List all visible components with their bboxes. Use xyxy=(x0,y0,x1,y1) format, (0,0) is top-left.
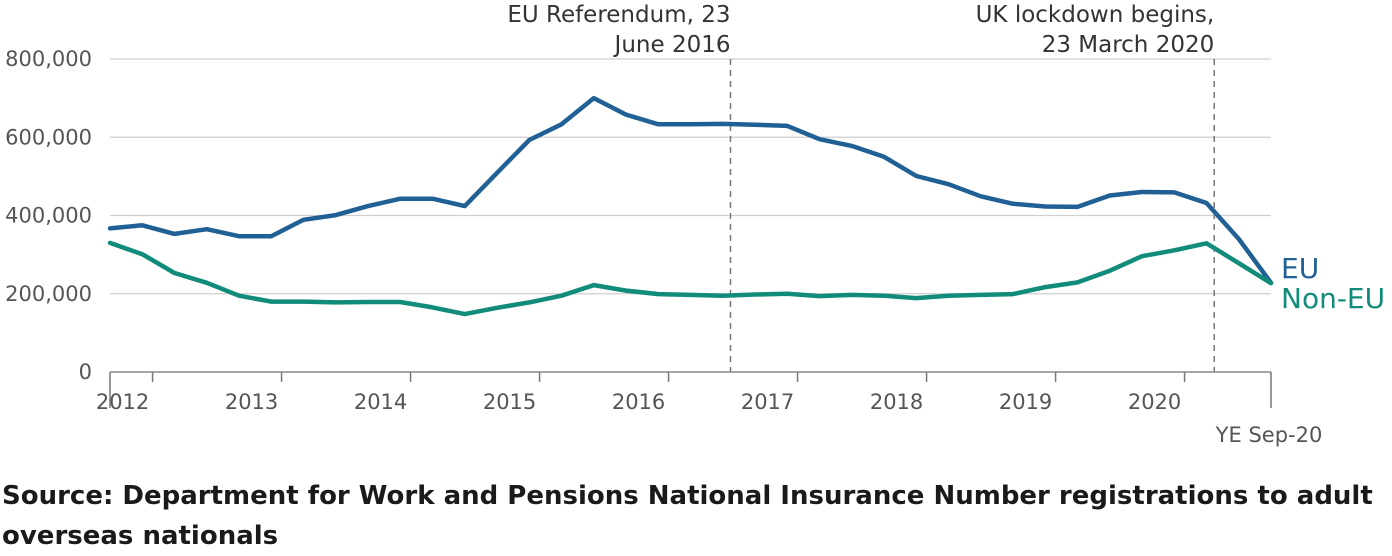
annotation-text: UK lockdown begins, xyxy=(976,2,1215,28)
x-tick-label: 2015 xyxy=(483,390,536,414)
annotation-text: June 2016 xyxy=(613,32,731,58)
y-tick-label: 800,000 xyxy=(5,47,92,71)
y-tick-label: 200,000 xyxy=(5,282,92,306)
x-tick-label: 2012 xyxy=(96,390,149,414)
series-line-eu xyxy=(107,95,1274,286)
x-tick-label: 2016 xyxy=(612,390,665,414)
gridlines xyxy=(110,58,1271,373)
x-tick-label: 2013 xyxy=(225,390,278,414)
x-axis: 2012 2013 2014 2015 2016 2017 2018 2019 2020 YE S… xyxy=(96,372,1322,447)
x-end-label: YE Sep-20 xyxy=(1215,423,1323,447)
x-tick-label: 2018 xyxy=(870,390,923,414)
source-note: Source: Department for Work and Pensions… xyxy=(2,481,1373,551)
x-tick-label: 2017 xyxy=(741,390,794,414)
x-tick-label: 2020 xyxy=(1128,390,1181,414)
y-tick-label: 600,000 xyxy=(5,125,92,149)
annotation-text: EU Referendum, 23 xyxy=(507,2,730,28)
series-label-eu: EU xyxy=(1281,252,1319,285)
annotation-text: 23 March 2020 xyxy=(1042,32,1215,58)
y-axis: 0 200,000 400,000 600,000 800,000 xyxy=(5,47,92,384)
y-tick-label: 400,000 xyxy=(5,204,92,228)
series-label-non-eu: Non-EU xyxy=(1281,282,1385,315)
series-lines xyxy=(107,95,1274,317)
y-tick-label: 0 xyxy=(79,360,92,384)
x-tick-label: 2019 xyxy=(999,390,1052,414)
annotations: EU Referendum, 23 June 2016 UK lockdown be… xyxy=(507,2,1215,372)
x-tick-label: 2014 xyxy=(354,390,407,414)
series-line-non-eu xyxy=(107,240,1274,317)
